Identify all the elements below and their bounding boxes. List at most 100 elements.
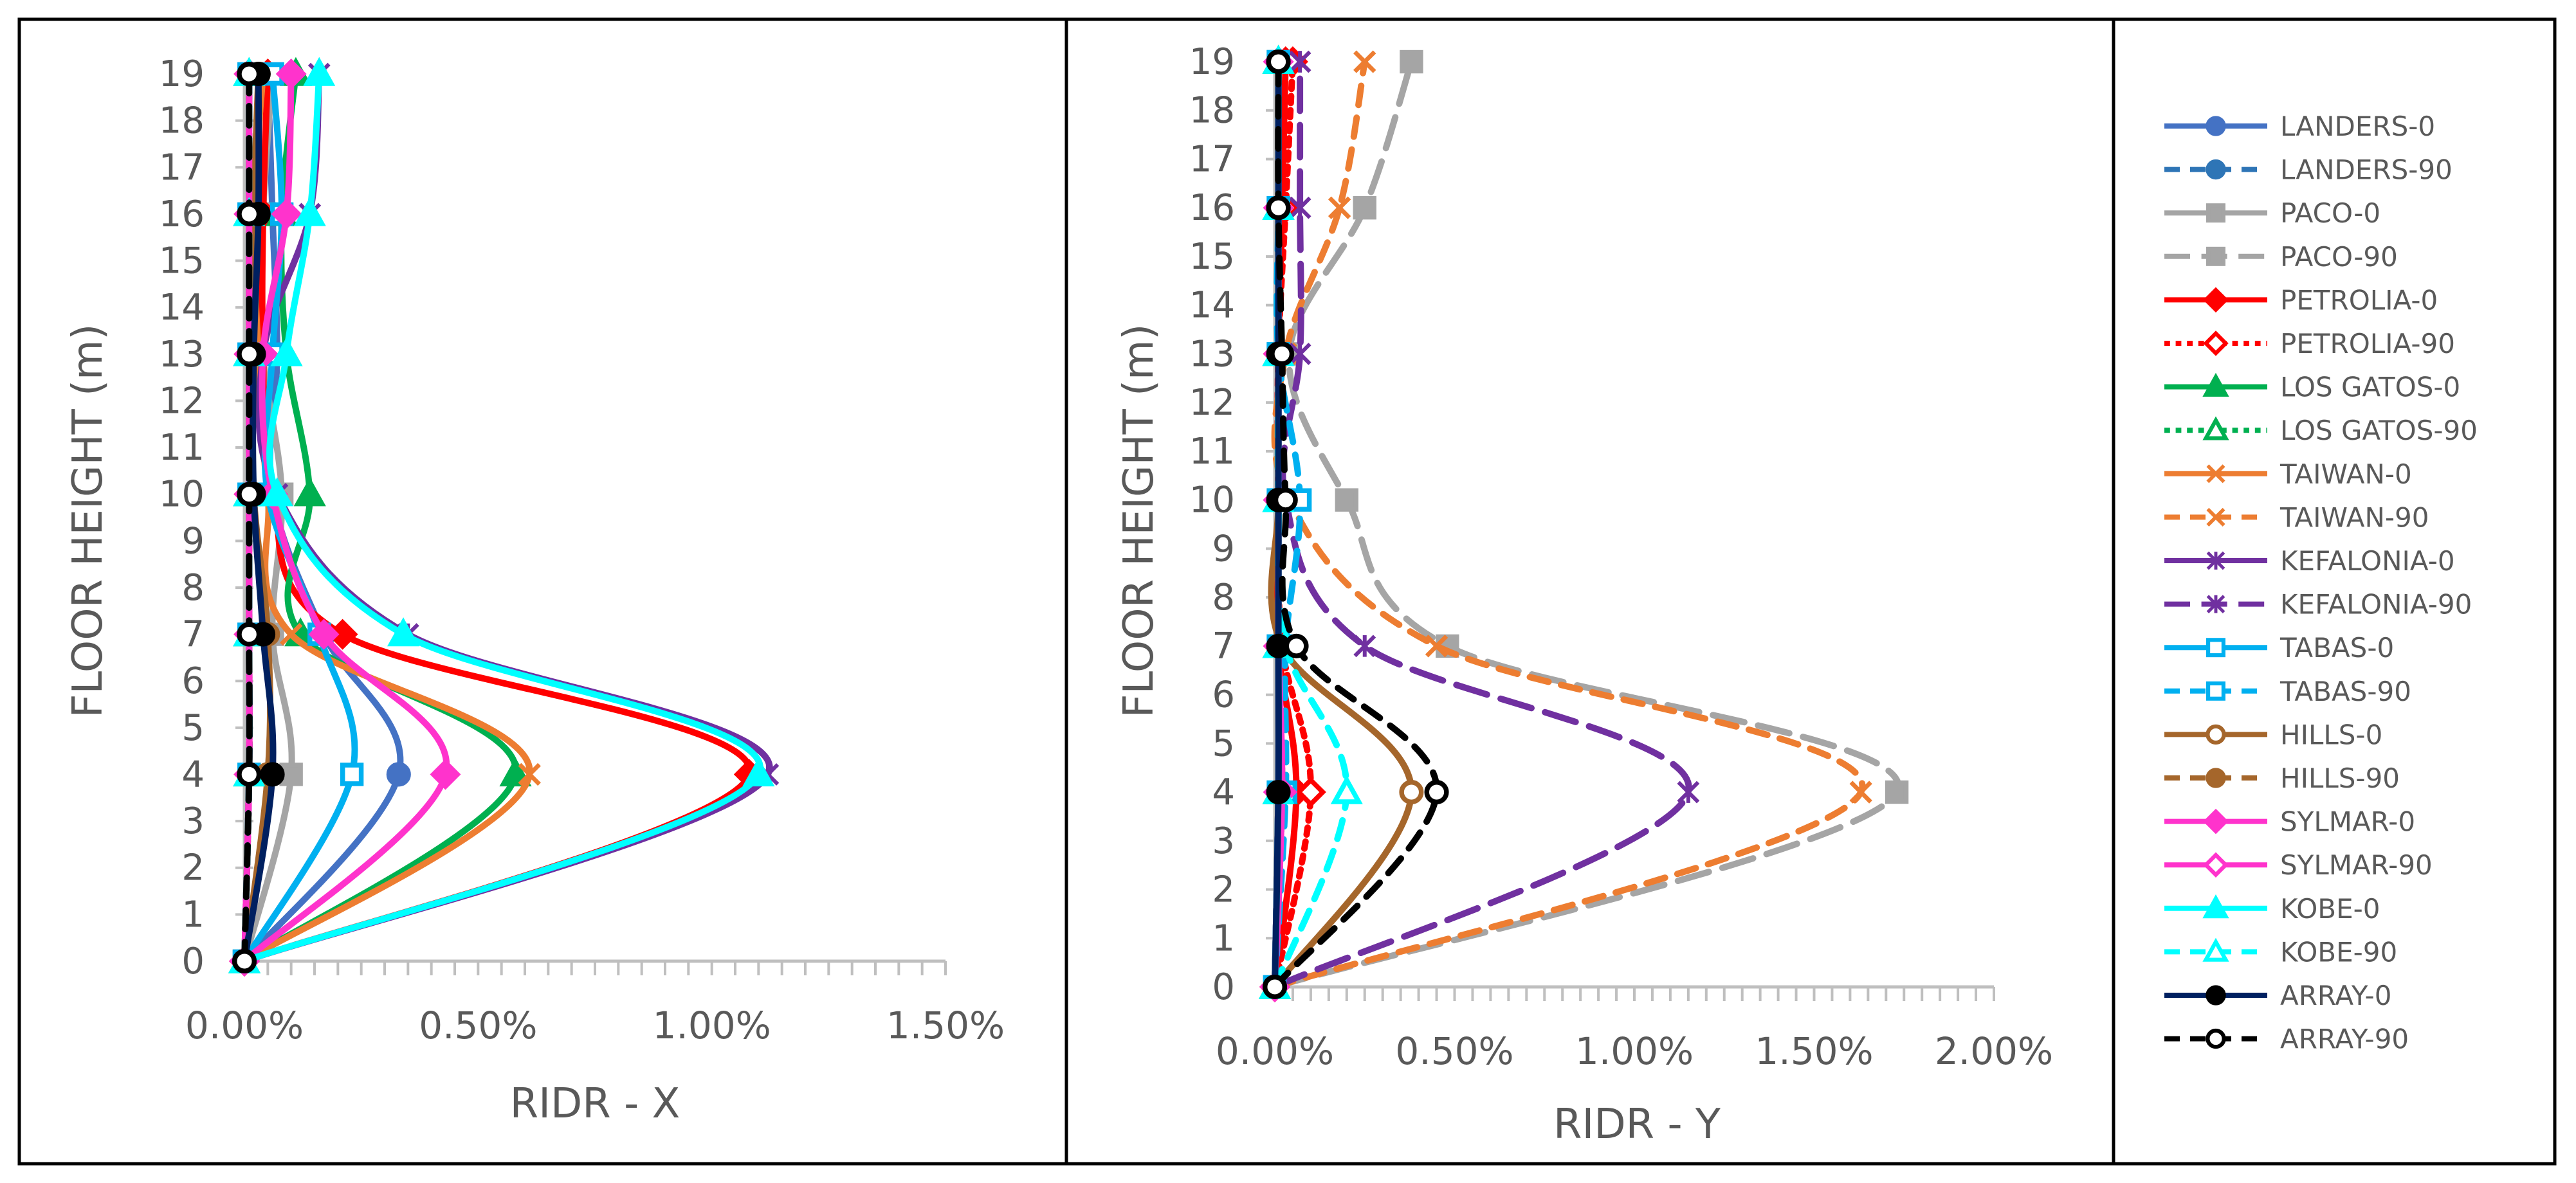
legend-label-tabas-0: TABAS-0 <box>2279 632 2394 664</box>
legend-label-sylmar-90: SYLMAR-90 <box>2280 849 2433 881</box>
legend-label-hills-90: HILLS-90 <box>2280 763 2400 794</box>
chart-ridr-x-ytick-label: 3 <box>181 800 205 842</box>
legend-marker-petrolia-90 <box>2203 330 2229 356</box>
legend-entry-los-gatos-90: LOS GATOS-90 <box>2164 415 2478 446</box>
legend-entry-sylmar-0: SYLMAR-0 <box>2164 806 2415 838</box>
chart-ridr-x-ytick-label: 16 <box>159 194 205 235</box>
chart-ridr-x-point-array-0 <box>260 762 285 787</box>
legend-entry-landers-90: LANDERS-90 <box>2164 154 2453 186</box>
chart-ridr-y-point-array-90 <box>1424 780 1449 805</box>
legend-marker-kobe-90 <box>2202 937 2229 962</box>
legend-entry-taiwan-90: TAIWAN-90 <box>2164 501 2429 533</box>
legend-label-taiwan-90: TAIWAN-90 <box>2279 501 2429 533</box>
chart-ridr-y-xtick-label: 0.00% <box>1216 1029 1334 1073</box>
chart-ridr-y-ytick-label: 16 <box>1189 187 1235 229</box>
legend-marker-hills-90 <box>2206 768 2226 788</box>
chart-ridr-y-ylabel: FLOOR HEIGHT (m) <box>1115 324 1163 718</box>
chart-ridr-y-point-taiwan-90 <box>1353 50 1376 73</box>
chart-ridr-y-point-petrolia-90 <box>1295 777 1326 808</box>
chart-ridr-y-point-kefalonia-90 <box>1288 343 1311 365</box>
legend-label-array-90: ARRAY-90 <box>2280 1024 2409 1055</box>
chart-ridr-x-ytick-label: 5 <box>181 707 205 749</box>
legend-label-landers-0: LANDERS-0 <box>2280 111 2435 142</box>
chart-ridr-x-ytick-label: 1 <box>181 894 205 935</box>
chart-ridr-x-point-los-gatos-0 <box>499 757 532 787</box>
chart-ridr-y-line-kefalonia-90 <box>1272 59 1692 990</box>
legend-marker-array-90 <box>2206 1028 2226 1049</box>
chart-ridr-y-point-hills-0 <box>1399 780 1424 805</box>
chart-ridr-x-point-array-90 <box>237 61 262 87</box>
chart-ridr-y-point-paco-90 <box>1335 488 1358 512</box>
legend-entry-tabas-0: TABAS-0 <box>2164 632 2394 664</box>
legend-marker-kobe-0 <box>2202 894 2229 919</box>
chart-ridr-x-point-sylmar-0 <box>430 759 461 790</box>
chart-ridr-x-point-kobe-0 <box>260 477 293 507</box>
legend-entry-hills-0: HILLS-0 <box>2164 719 2382 750</box>
chart-ridr-y-series-array-90 <box>1262 49 1449 1000</box>
legend: LANDERS-0 LANDERS-90 PACO-0 PACO-90 PETROLIA… <box>2164 111 2478 1055</box>
chart-ridr-y-point-array-90 <box>1266 195 1291 221</box>
legend-label-petrolia-0: PETROLIA-0 <box>2280 284 2438 316</box>
chart-ridr-x-point-array-90 <box>237 341 262 366</box>
chart-ridr-y-ytick-label: 18 <box>1189 90 1235 132</box>
chart-ridr-y-ytick-label: 7 <box>1212 626 1235 667</box>
chart-ridr-y-ytick-label: 11 <box>1189 431 1235 473</box>
chart-ridr-x-point-sylmar-0 <box>308 619 340 650</box>
chart-ridr-x-point-kobe-0 <box>387 617 420 647</box>
legend-marker-los-gatos-90 <box>2202 416 2229 440</box>
chart-ridr-y-xtick-label: 2.00% <box>1935 1029 2053 1073</box>
chart-ridr-y-xtick-label: 0.50% <box>1395 1029 1513 1073</box>
chart-ridr-x-ytick-label: 13 <box>159 334 205 375</box>
chart-ridr-y-point-taiwan-90 <box>1425 635 1448 658</box>
legend-marker-landers-90 <box>2206 159 2226 180</box>
legend-label-kobe-90: KOBE-90 <box>2280 936 2397 968</box>
chart-ridr-y-point-kobe-90 <box>1330 775 1363 804</box>
chart-ridr-y-ytick-label: 3 <box>1212 820 1235 862</box>
legend-entry-petrolia-0: PETROLIA-0 <box>2164 284 2438 316</box>
chart-ridr-y-ytick-label: 6 <box>1212 674 1235 716</box>
legend-entry-hills-90: HILLS-90 <box>2164 763 2400 794</box>
chart-ridr-y-point-paco-90 <box>1353 196 1376 220</box>
chart-ridr-x-point-tabas-0 <box>340 763 364 786</box>
legend-label-petrolia-90: PETROLIA-90 <box>2280 328 2455 359</box>
chart-ridr-y-ytick-label: 2 <box>1212 869 1235 911</box>
legend-label-paco-0: PACO-0 <box>2280 197 2380 229</box>
legend-entry-kobe-90: KOBE-90 <box>2164 936 2397 968</box>
chart-ridr-y-point-kefalonia-90 <box>1677 781 1700 804</box>
legend-entry-petrolia-90: PETROLIA-90 <box>2164 328 2455 359</box>
chart-ridr-y-ytick-label: 5 <box>1212 723 1235 764</box>
legend-marker-hills-0 <box>2206 724 2226 745</box>
chart-ridr-y-ytick-label: 13 <box>1189 333 1235 375</box>
chart-ridr-x-point-array-90 <box>237 762 262 787</box>
chart-ridr-x-ytick-label: 11 <box>159 427 205 469</box>
legend-label-kefalonia-0: KEFALONIA-0 <box>2280 545 2455 577</box>
chart-ridr-y-point-kefalonia-90 <box>1288 50 1311 73</box>
chart-ridr-y-ytick-label: 14 <box>1189 285 1235 327</box>
chart-ridr-x-point-taiwan-0 <box>518 763 541 786</box>
chart-ridr-x-ytick-label: 14 <box>159 287 205 329</box>
chart-ridr-x-ytick-label: 10 <box>159 474 205 516</box>
legend-entry-taiwan-0: TAIWAN-0 <box>2164 458 2412 490</box>
legend-marker-taiwan-0 <box>2206 464 2225 483</box>
legend-label-kobe-0: KOBE-0 <box>2280 893 2380 925</box>
legend-label-array-0: ARRAY-0 <box>2280 980 2391 1011</box>
legend-label-kefalonia-90: KEFALONIA-90 <box>2280 589 2472 620</box>
chart-ridr-x-point-kobe-0 <box>742 757 775 787</box>
chart-ridr-x-xtick-label: 0.00% <box>185 1004 304 1047</box>
chart-ridr-x-ytick-label: 12 <box>159 380 205 422</box>
chart-ridr-y-point-array-90 <box>1262 974 1288 1000</box>
legend-marker-petrolia-0 <box>2203 287 2229 313</box>
legend-marker-array-0 <box>2206 985 2226 1006</box>
chart-ridr-x-ytick-label: 19 <box>159 53 205 95</box>
chart-ridr-y-ytick-label: 15 <box>1189 236 1235 278</box>
chart-ridr-y-ytick-label: 10 <box>1189 480 1235 521</box>
chart-ridr-y-point-array-90 <box>1266 49 1291 75</box>
chart-ridr-x-point-sylmar-0 <box>271 198 302 230</box>
legend-marker-tabas-90 <box>2206 681 2225 701</box>
legend-marker-sylmar-0 <box>2203 808 2229 835</box>
chart-ridr-x-point-kobe-0 <box>303 57 336 86</box>
chart-ridr-x-point-taiwan-0 <box>279 622 303 646</box>
chart-ridr-x-xtick-label: 1.50% <box>886 1004 1005 1047</box>
chart-ridr-x-ytick-label: 17 <box>159 147 205 188</box>
